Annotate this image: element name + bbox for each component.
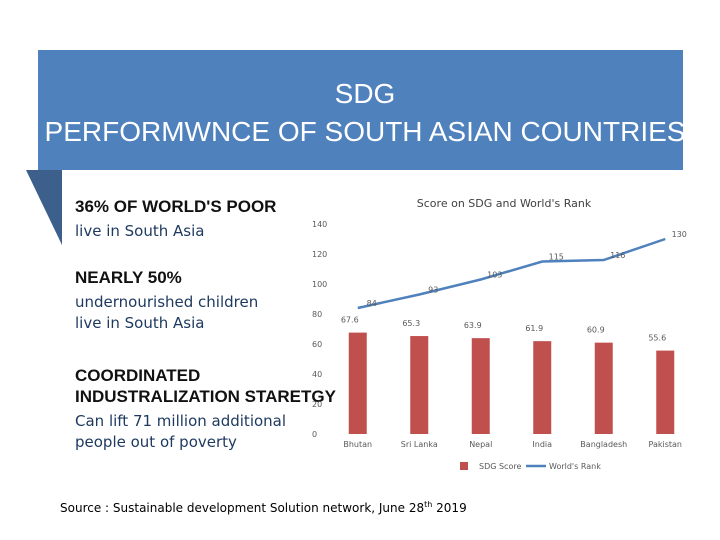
point-body: live in South Asia	[75, 222, 204, 240]
line	[357, 237, 666, 310]
x-tick-label: Sri Lanka	[401, 440, 438, 449]
value-label: 55.6	[648, 334, 666, 343]
bar	[410, 336, 429, 434]
point-heading: 36% OF WORLD'S POOR	[75, 197, 276, 216]
value-label: 116	[610, 251, 625, 260]
chart-title: Score on SDG and World's Rank	[417, 197, 592, 210]
point-heading: INDUSTRALIZATION STARETGY	[75, 387, 337, 406]
bar	[656, 350, 675, 434]
bullet-points: 36% OF WORLD'S POOR live in South Asia NEA…	[75, 197, 337, 451]
y-tick-label: 20	[312, 400, 322, 409]
title-banner	[38, 50, 683, 170]
value-label: 61.9	[525, 324, 543, 333]
point-body: undernourished children	[75, 293, 258, 311]
y-tick-label: 0	[312, 430, 317, 439]
chart: Score on SDG and World's Rank 0 20 40 60 80 10…	[312, 197, 687, 471]
value-label: 103	[487, 271, 502, 280]
y-tick-label: 140	[312, 220, 327, 229]
x-tick-label: Bangladesh	[580, 440, 627, 449]
source-text: 2019	[432, 501, 466, 515]
legend-label: World's Rank	[549, 462, 601, 471]
value-label: 63.9	[464, 321, 482, 330]
x-tick-label: Bhutan	[343, 440, 372, 449]
bar	[533, 341, 552, 434]
value-label: 84	[367, 299, 377, 308]
legend-label: SDG Score	[479, 462, 521, 471]
point-body: Can lift 71 million additional	[75, 412, 286, 430]
y-tick-label: 40	[312, 370, 322, 379]
y-tick-label: 100	[312, 280, 327, 289]
point-body: live in South Asia	[75, 314, 204, 332]
point-body: people out of poverty	[75, 433, 237, 451]
legend-swatch	[460, 462, 468, 470]
slide-title: SDG	[335, 78, 396, 109]
y-tick-label: 120	[312, 250, 327, 259]
y-tick-label: 60	[312, 340, 322, 349]
value-label: 65.3	[402, 319, 420, 328]
value-label: 115	[549, 253, 564, 262]
banner-fold-shadow	[26, 170, 62, 245]
value-label: 60.9	[587, 326, 605, 335]
slide-title: PERFORMWNCE OF SOUTH ASIAN COUNTRIES	[45, 116, 686, 147]
point-heading: NEARLY 50%	[75, 268, 182, 287]
x-tick-label: India	[532, 440, 552, 449]
value-label: 93	[428, 286, 438, 295]
x-tick-label: Pakistan	[649, 440, 683, 449]
bar	[471, 338, 490, 434]
bar	[594, 342, 613, 434]
source-note: Source : Sustainable development Solutio…	[60, 500, 467, 515]
source-text: Source : Sustainable development Solutio…	[60, 501, 424, 515]
y-tick-label: 80	[312, 310, 322, 319]
bar	[348, 332, 367, 434]
value-label: 67.6	[341, 316, 359, 325]
source-superscript: th	[424, 500, 432, 509]
x-tick-label: Nepal	[469, 440, 492, 449]
point-heading: COORDINATED	[75, 366, 200, 385]
value-label: 130	[672, 230, 687, 239]
